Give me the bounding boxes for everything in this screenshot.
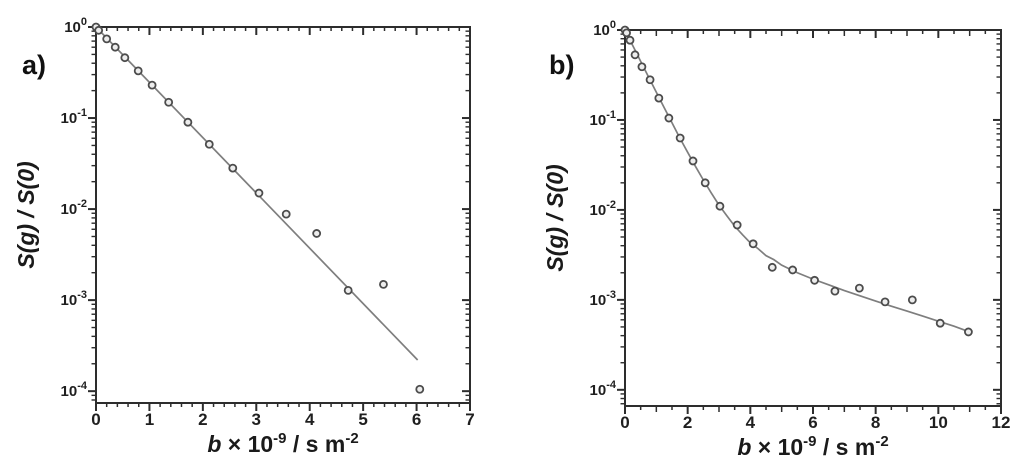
data-point bbox=[830, 286, 840, 296]
data-point bbox=[625, 35, 635, 45]
y-tick-label: 10-4 bbox=[590, 379, 617, 399]
data-point bbox=[120, 53, 130, 63]
data-point bbox=[810, 275, 819, 285]
data-point bbox=[379, 279, 388, 289]
y-tick-label: 10-4 bbox=[61, 380, 88, 400]
panel-b-label: b) bbox=[549, 50, 575, 80]
data-point bbox=[907, 295, 917, 305]
panel-a-chart: 0 1 2 3 4 5 6 7 100 10-1 10-2 10-3 10-4 b × 10-9 / s … bbox=[13, 16, 475, 457]
data-point bbox=[688, 156, 698, 166]
y-tick-label: 10-2 bbox=[61, 198, 87, 218]
x-tick-label: 1 bbox=[145, 410, 154, 429]
data-point bbox=[204, 139, 214, 149]
x-tick-label: 10 bbox=[929, 413, 948, 432]
data-point bbox=[281, 209, 291, 219]
x-tick-label: 8 bbox=[871, 413, 880, 432]
x-axis-title: b × 10-9 / s m-2 bbox=[207, 430, 358, 457]
data-point bbox=[133, 66, 143, 76]
plot-frame bbox=[624, 29, 1002, 407]
plot-frame bbox=[95, 26, 471, 404]
y-tick-label: 10-1 bbox=[590, 109, 616, 129]
data-point bbox=[630, 50, 640, 60]
x-tick-label: 2 bbox=[198, 410, 207, 429]
y-tick-label: 10-1 bbox=[61, 107, 87, 127]
data-point bbox=[110, 42, 120, 52]
x-tick-label: 0 bbox=[91, 410, 100, 429]
data-point bbox=[880, 297, 890, 307]
data-point bbox=[622, 28, 631, 38]
data-point bbox=[637, 62, 647, 72]
data-point bbox=[715, 201, 725, 211]
x-tick-label: 5 bbox=[358, 410, 367, 429]
data-point bbox=[228, 163, 238, 173]
data-point bbox=[767, 262, 777, 272]
y-tick-label: 10-3 bbox=[590, 289, 616, 309]
x-tick-label: 0 bbox=[620, 413, 629, 432]
data-point bbox=[854, 283, 864, 293]
data-point bbox=[94, 25, 104, 35]
x-tick-label: 4 bbox=[305, 410, 315, 429]
data-point bbox=[415, 384, 425, 394]
data-point bbox=[343, 285, 353, 295]
panel-a-label: a) bbox=[22, 50, 47, 80]
x-tick-label: 7 bbox=[465, 410, 474, 429]
y-axis-title: S(g) / S(0) bbox=[13, 161, 39, 268]
y-tick-label: 10-2 bbox=[590, 199, 616, 219]
x-axis-title: b × 10-9 / s m-2 bbox=[737, 433, 888, 460]
x-tick-label: 12 bbox=[992, 413, 1011, 432]
data-point bbox=[645, 75, 655, 85]
x-tick-label: 6 bbox=[412, 410, 421, 429]
x-tick-label: 3 bbox=[252, 410, 261, 429]
x-tick-label: 4 bbox=[746, 413, 756, 432]
data-point bbox=[654, 93, 664, 103]
y-tick-label: 10-3 bbox=[61, 289, 87, 309]
data-point bbox=[700, 178, 710, 188]
y-tick-label: 100 bbox=[593, 19, 616, 39]
y-axis-title: S(g) / S(0) bbox=[542, 164, 568, 271]
data-point bbox=[748, 239, 758, 249]
data-point bbox=[147, 80, 157, 90]
data-point bbox=[935, 318, 945, 328]
data-point bbox=[732, 220, 742, 230]
data-point bbox=[312, 229, 322, 238]
data-point bbox=[675, 133, 685, 143]
y-tick-label: 100 bbox=[64, 16, 87, 36]
panel-b-chart: 0 2 4 6 8 10 12 100 10-1 10-2 10-3 10-4 b × 10-9 / s… bbox=[542, 19, 1011, 460]
data-point bbox=[788, 265, 798, 275]
data-point bbox=[164, 97, 174, 107]
x-tick-label: 6 bbox=[808, 413, 817, 432]
x-tick-label: 2 bbox=[683, 413, 692, 432]
biexponential-fit-curve bbox=[624, 29, 970, 333]
data-point bbox=[254, 188, 264, 198]
data-point bbox=[964, 327, 973, 337]
data-point bbox=[102, 34, 112, 44]
data-point bbox=[664, 113, 674, 123]
data-point bbox=[183, 117, 193, 127]
